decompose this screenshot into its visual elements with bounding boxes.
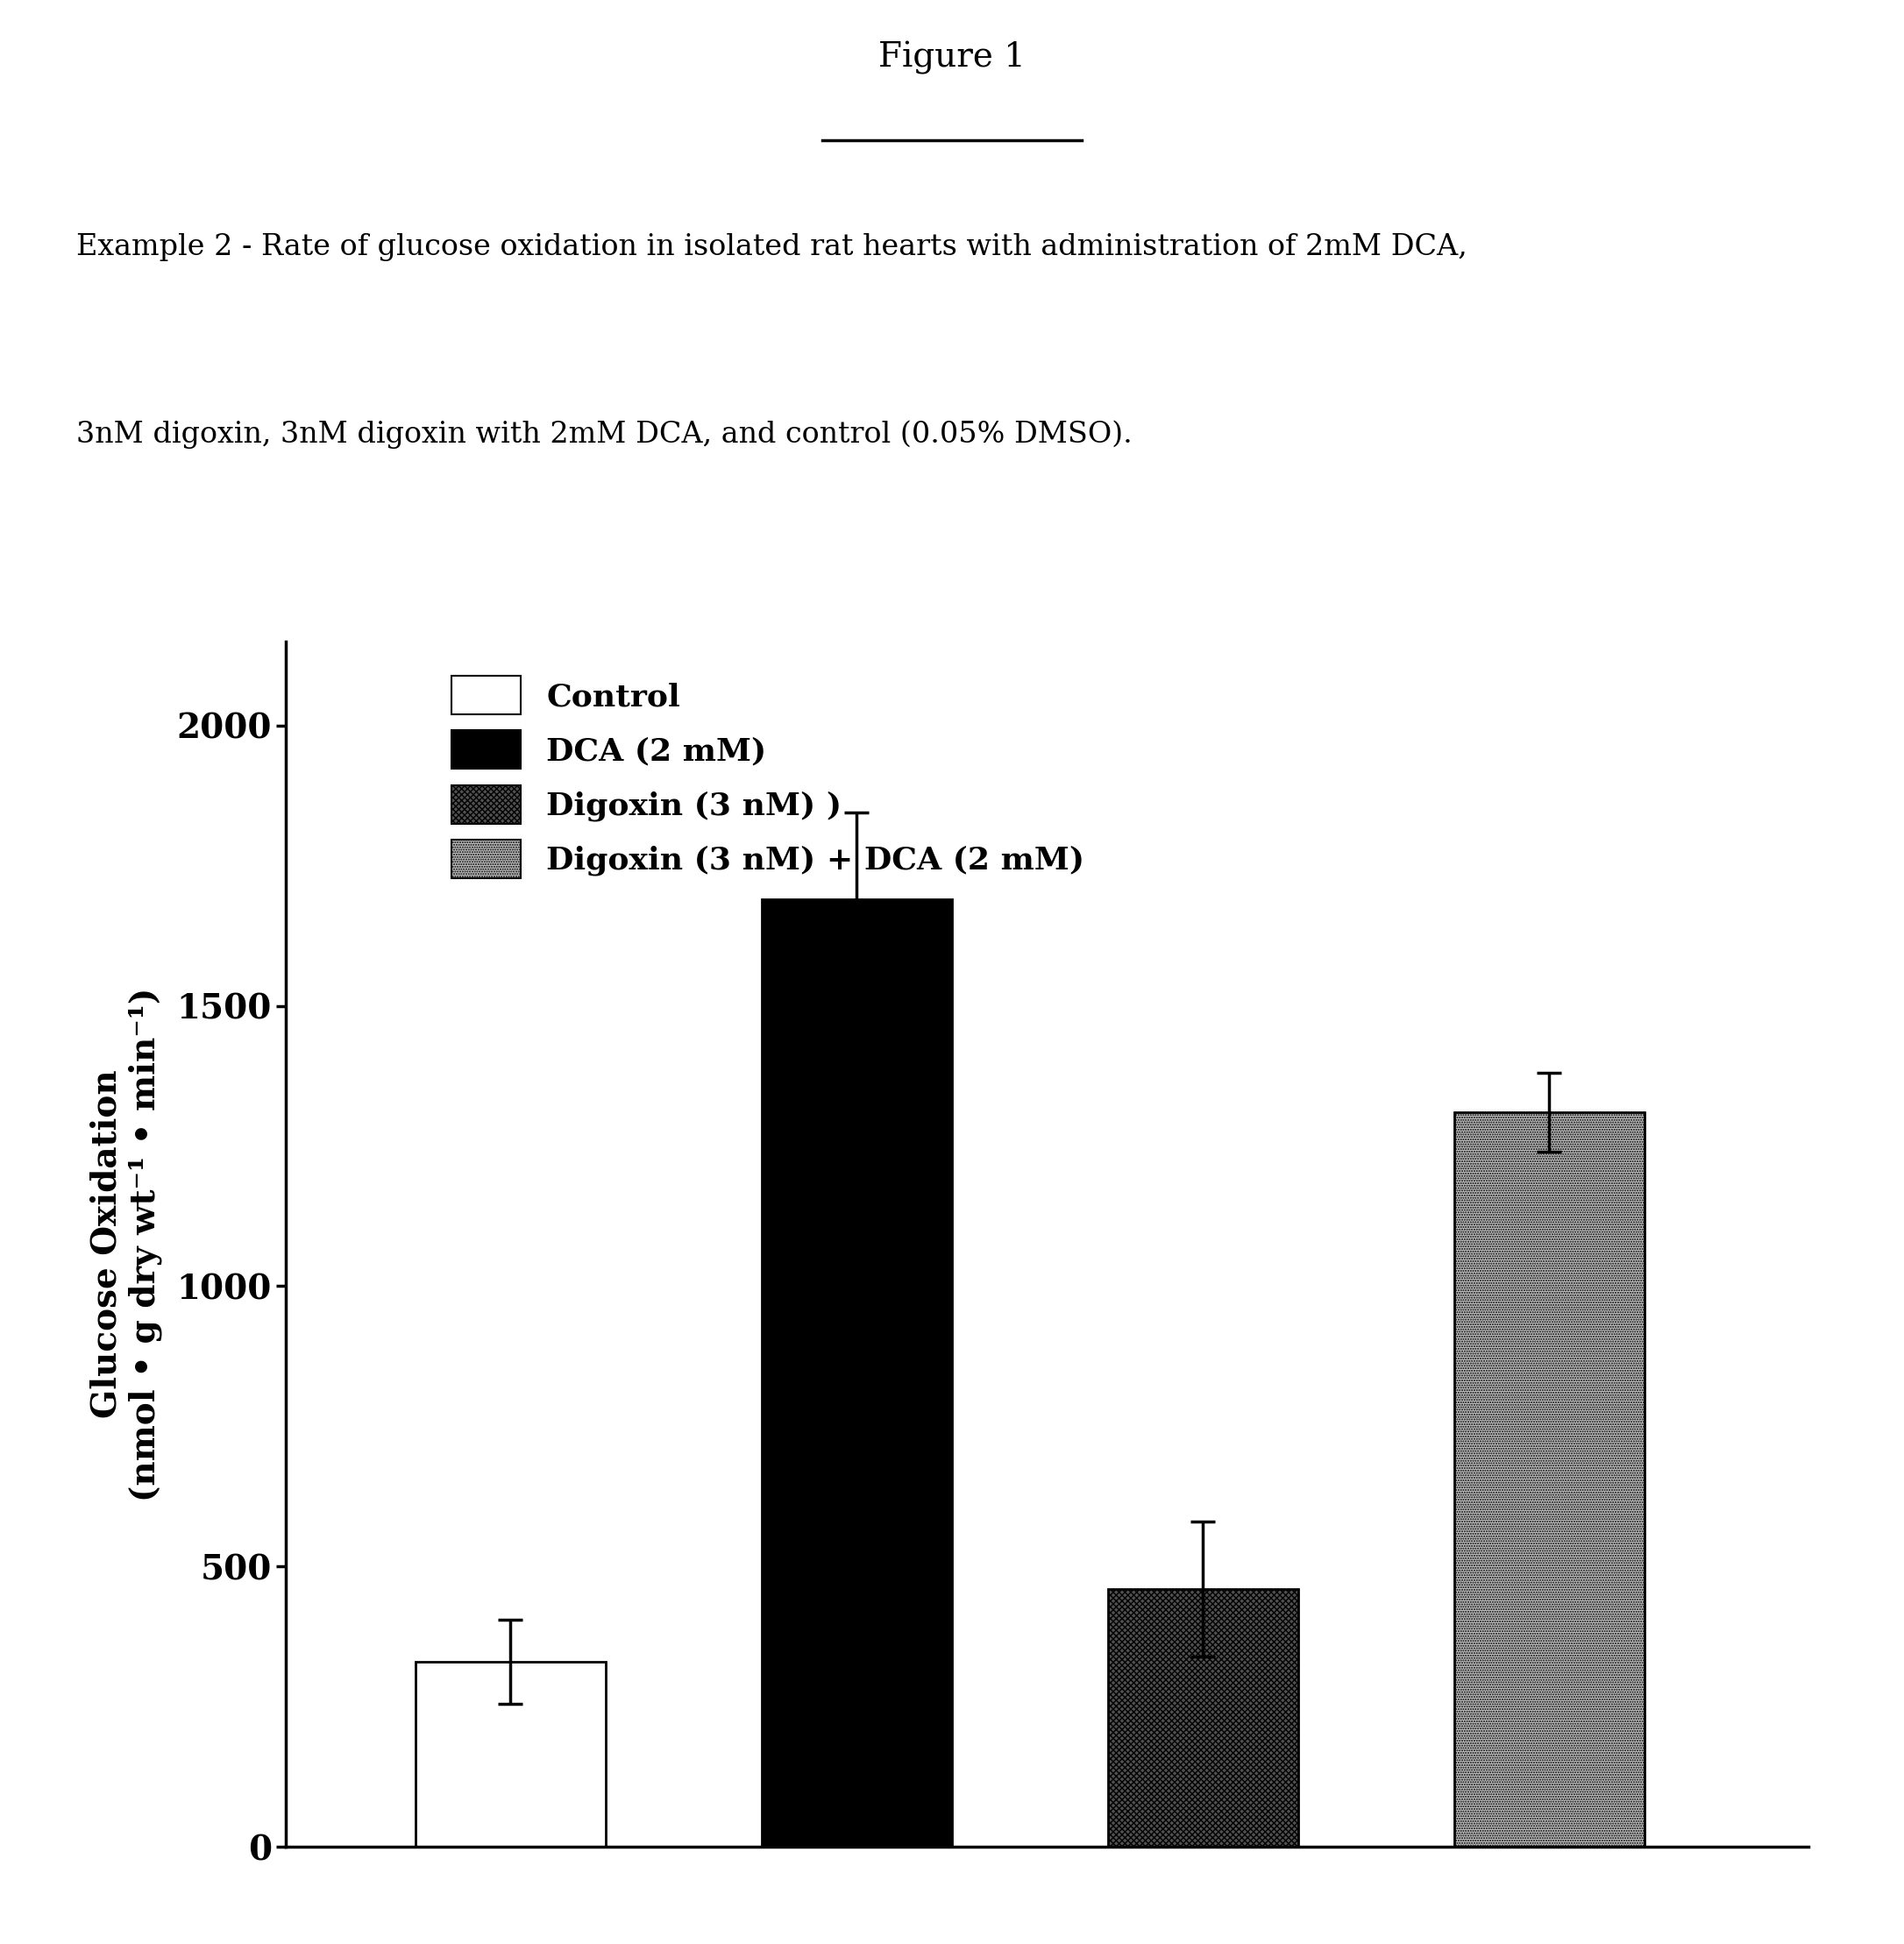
Bar bbox=[415, 1662, 605, 1847]
Y-axis label: Glucose Oxidation
(nmol • g dry wt⁻¹ • min⁻¹): Glucose Oxidation (nmol • g dry wt⁻¹ • m… bbox=[89, 988, 162, 1501]
Bar bbox=[1108, 1588, 1299, 1847]
Text: Figure 1: Figure 1 bbox=[878, 41, 1026, 74]
Text: Example 2 - Rate of glucose oxidation in isolated rat hearts with administration: Example 2 - Rate of glucose oxidation in… bbox=[76, 233, 1468, 260]
Legend: Control, DCA (2 mM), Digoxin (3 nM) ), Digoxin (3 nM) + DCA (2 mM): Control, DCA (2 mM), Digoxin (3 nM) ), D… bbox=[438, 663, 1097, 890]
Bar bbox=[762, 900, 952, 1847]
Bar bbox=[1455, 1112, 1645, 1847]
Text: 3nM digoxin, 3nM digoxin with 2mM DCA, and control (0.05% DMSO).: 3nM digoxin, 3nM digoxin with 2mM DCA, a… bbox=[76, 420, 1133, 449]
